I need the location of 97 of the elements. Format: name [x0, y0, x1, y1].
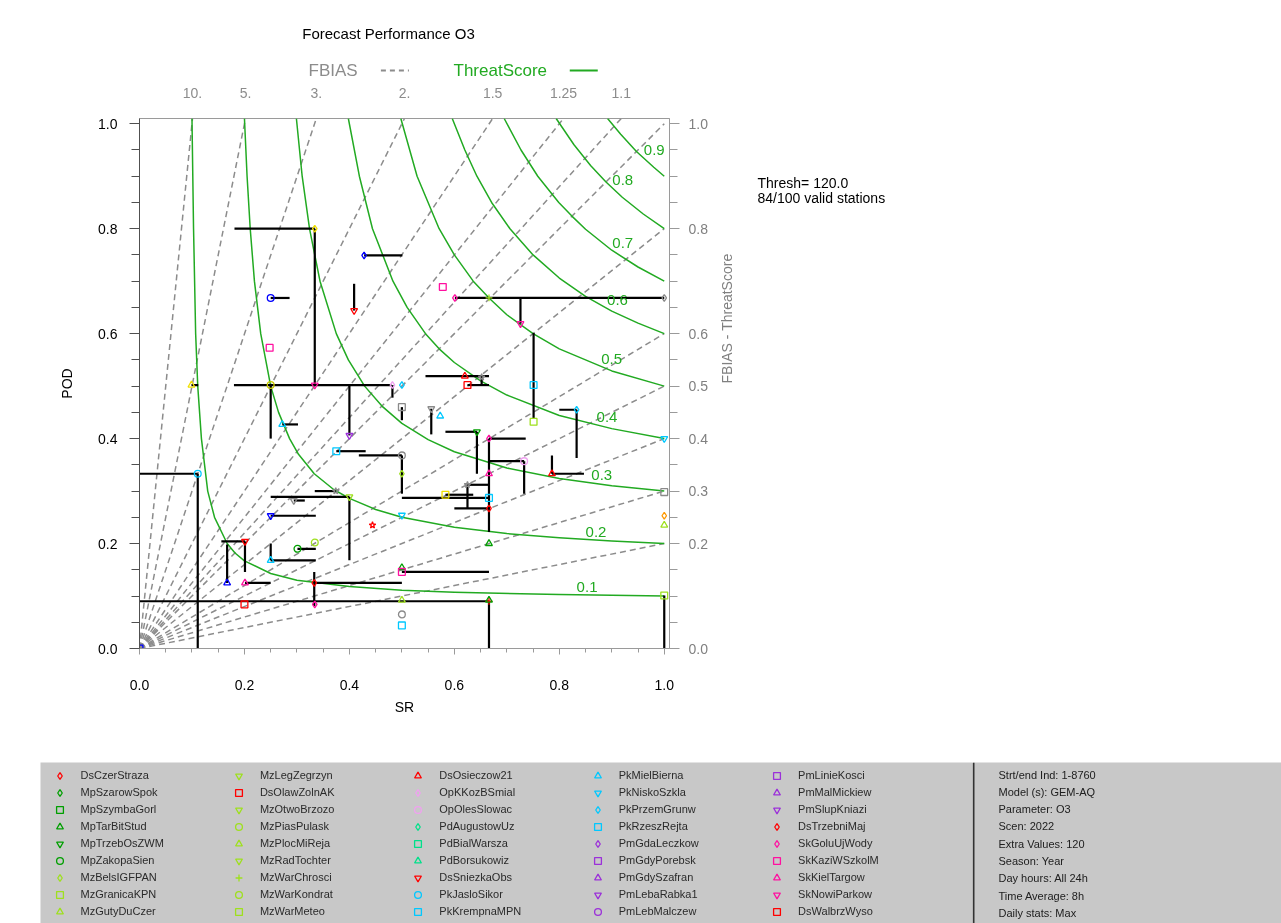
- text: ThreatScore: [453, 61, 548, 80]
- legend-label: PdAugustowUz: [439, 820, 515, 832]
- annotation: 10.: [182, 84, 203, 101]
- text: Scen: 2022: [998, 820, 1055, 833]
- x-tick-label: 0.0: [129, 676, 150, 693]
- legend-label: PmLebaRabka1: [618, 888, 698, 900]
- x-tick-label: 0.2: [234, 676, 255, 693]
- annotation: 0.3: [591, 466, 613, 484]
- annotation: 1.5: [482, 84, 503, 101]
- legend-label: MzLegZegrzyn: [259, 769, 333, 781]
- legend-label: DsWalbrzWyso: [798, 905, 873, 917]
- y-axis-title: POD: [59, 368, 76, 399]
- annotation: 0.9: [643, 141, 665, 159]
- legend-label: PkNiskoSzkla: [618, 786, 686, 798]
- annotation: 0.5: [601, 349, 623, 367]
- legend-label: PmGdySzafran: [618, 871, 694, 883]
- legend-label: PdBialWarsza: [439, 837, 508, 849]
- y2-axis-title: FBIAS - ThreatScore: [718, 253, 735, 384]
- legend-label: PmGdaLeczkow: [618, 837, 699, 849]
- annotation: 0.2: [585, 522, 607, 540]
- legend-label: PkPrzemGrunw: [618, 803, 696, 815]
- text: FBIAS: [308, 61, 358, 80]
- y2-tick-label: 0.4: [688, 430, 709, 447]
- legend-label: MpTarBitStud: [80, 820, 147, 832]
- legend-label: DsOlawZolnAK: [259, 786, 335, 798]
- x-axis-title: SR: [394, 698, 415, 715]
- y2-tick-label: 0.2: [688, 535, 709, 552]
- legend-label: MzRadTochter: [259, 854, 331, 866]
- text: Time Average: 8h: [998, 889, 1085, 902]
- legend-label: PmMalMickiew: [798, 786, 872, 798]
- annotation: 1.25: [549, 84, 578, 101]
- x-tick-label: 0.4: [339, 676, 360, 693]
- text: Parameter: O3: [998, 803, 1071, 816]
- x-tick-label: 0.6: [444, 676, 465, 693]
- y-tick-label: 0.0: [98, 640, 118, 657]
- annotation: 0.7: [612, 233, 634, 251]
- legend-label: SkGoluUjWody: [798, 837, 873, 849]
- text: Extra Values: 120: [998, 837, 1085, 850]
- y-tick-label: 0.4: [98, 430, 118, 447]
- y2-tick-label: 0.0: [688, 640, 709, 657]
- x-tick-label: 1.0: [654, 676, 675, 693]
- legend-label: SkNowiParkow: [798, 888, 873, 900]
- text: Thresh= 120.0: [757, 174, 849, 191]
- annotation: 1.1: [611, 84, 632, 101]
- legend-label: PkKrempnaMPN: [439, 905, 522, 917]
- legend-label: PmLinieKosci: [798, 769, 865, 781]
- y-tick-label: 1.0: [98, 115, 118, 132]
- y2-tick-label: 0.5: [688, 378, 709, 395]
- legend-label: DsCzerStraza: [80, 769, 149, 781]
- y2-tick-label: 1.0: [688, 115, 709, 132]
- annotation: 5.: [239, 84, 252, 101]
- legend-label: MpSzymbaGorl: [80, 803, 157, 815]
- y-tick-label: 0.6: [98, 325, 118, 342]
- annotation: 2.: [398, 84, 411, 101]
- legend-label: PkJasloSikor: [439, 888, 503, 900]
- y2-tick-label: 0.8: [688, 220, 709, 237]
- chart-title: Forecast Performance O3: [302, 25, 475, 42]
- legend-label: PmLebMalczew: [618, 905, 697, 917]
- text: Season: Year: [998, 855, 1065, 867]
- legend-label: MzGranicaKPN: [80, 888, 157, 900]
- text: Strt/end Ind: 1-8760: [998, 768, 1096, 781]
- legend-label: MzGutyDuCzer: [80, 905, 156, 917]
- y-tick-label: 0.8: [98, 220, 118, 237]
- legend-label: MzOtwoBrzozo: [259, 803, 335, 815]
- legend-label: DsTrzebniMaj: [798, 820, 866, 832]
- legend-label: MpSzarowSpok: [80, 786, 158, 798]
- legend-label: SkKielTargow: [798, 871, 865, 883]
- text: 84/100 valid stations: [757, 190, 886, 207]
- legend-label: OpOlesSlowac: [439, 803, 513, 815]
- legend-label: SkKaziWSzkolM: [798, 854, 879, 866]
- annotation: 0.4: [596, 408, 618, 426]
- legend-label: MzPiasPulask: [259, 820, 329, 832]
- x-tick-label: 0.8: [549, 676, 570, 693]
- legend-label: OpKKozBSmial: [439, 786, 516, 798]
- legend-label: PkRzeszRejta: [618, 820, 688, 832]
- legend-label: DsOsieczow21: [439, 769, 513, 781]
- annotation: 0.1: [576, 577, 598, 595]
- legend-label: PmSlupKniazi: [798, 803, 867, 815]
- legend-label: MzBelsIGFPAN: [80, 871, 157, 883]
- text: Model (s): GEM-AQ: [998, 785, 1096, 798]
- y2-tick-label: 0.3: [688, 483, 709, 500]
- legend-label: PkMielBierna: [618, 769, 684, 781]
- legend-label: PdBorsukowiz: [439, 854, 509, 866]
- legend-label: MpTrzebOsZWM: [80, 837, 164, 849]
- legend-label: DsSniezkaObs: [439, 871, 513, 883]
- legend-label: MpZakopaSien: [80, 854, 155, 866]
- legend-label: MzWarChrosci: [259, 871, 332, 883]
- legend-label: MzWarKondrat: [259, 888, 333, 900]
- y2-tick-label: 0.6: [688, 325, 709, 342]
- legend-label: MzWarMeteo: [259, 905, 325, 917]
- text: Day hours: All 24h: [998, 872, 1088, 885]
- annotation: 0.8: [612, 171, 634, 189]
- legend-label: PmGdyPorebsk: [618, 854, 696, 866]
- legend-label: MzPlocMiReja: [259, 837, 331, 849]
- annotation: 3.: [310, 84, 323, 101]
- y-tick-label: 0.2: [98, 535, 118, 552]
- text: Daily stats: Max: [998, 906, 1077, 919]
